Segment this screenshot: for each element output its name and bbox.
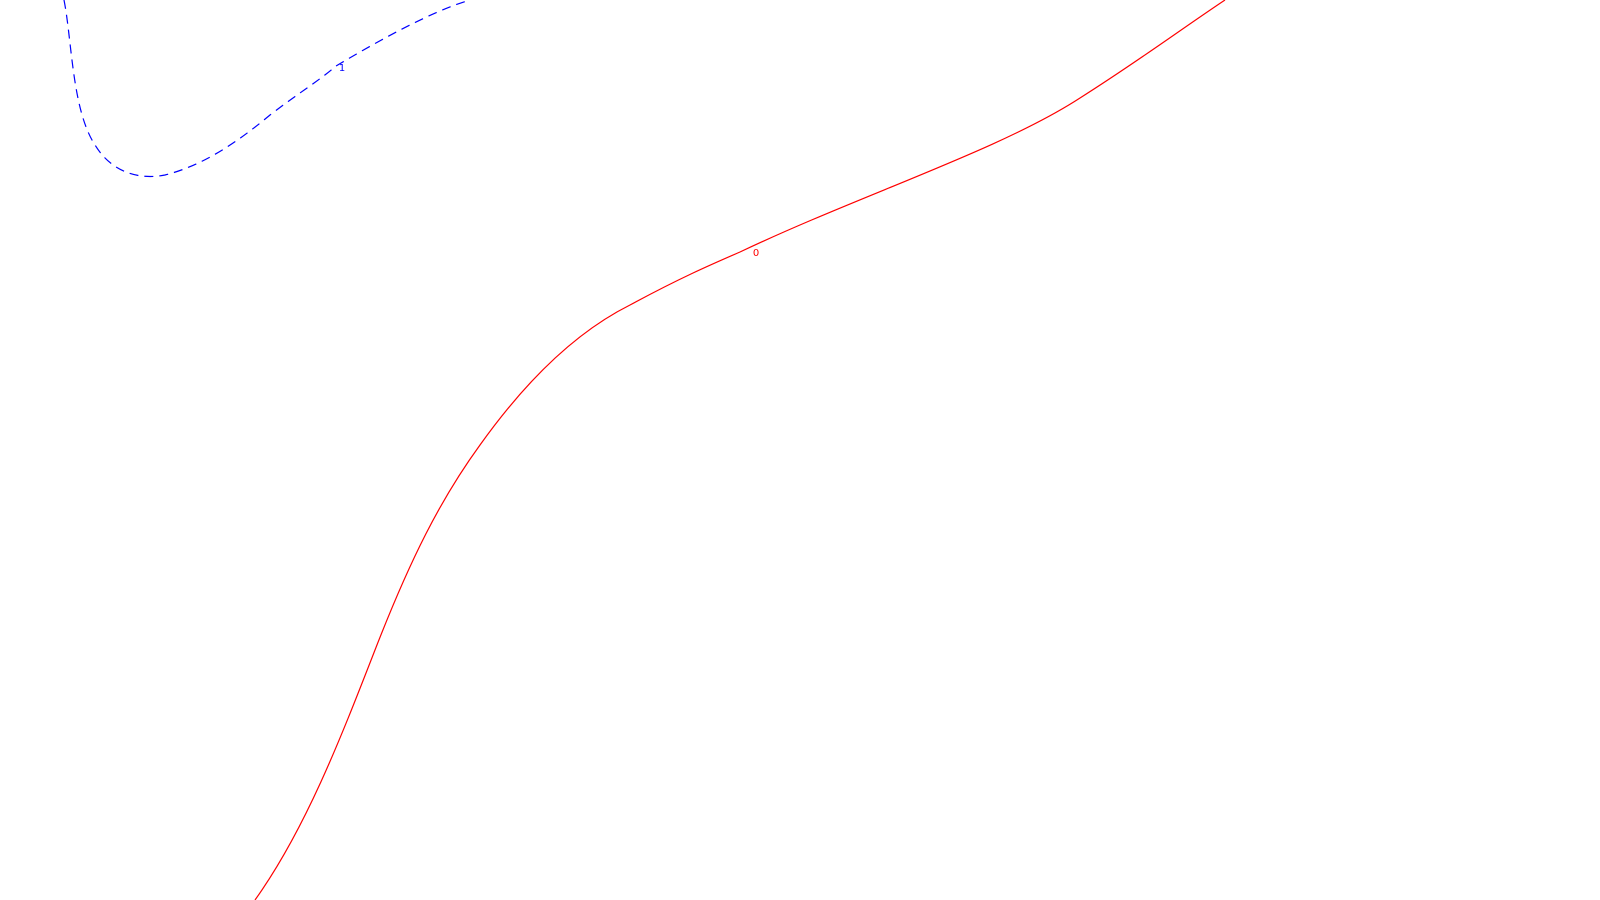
contour-label-level-0: 0 [753,248,759,259]
contour-path-level-1 [63,0,471,178]
contour-label-level-1: 1 [339,63,345,74]
contour-line-level-0: 0 [254,0,1226,900]
contour-path-level-0 [254,0,1226,900]
contour-line-level-1: 1 [63,0,471,178]
